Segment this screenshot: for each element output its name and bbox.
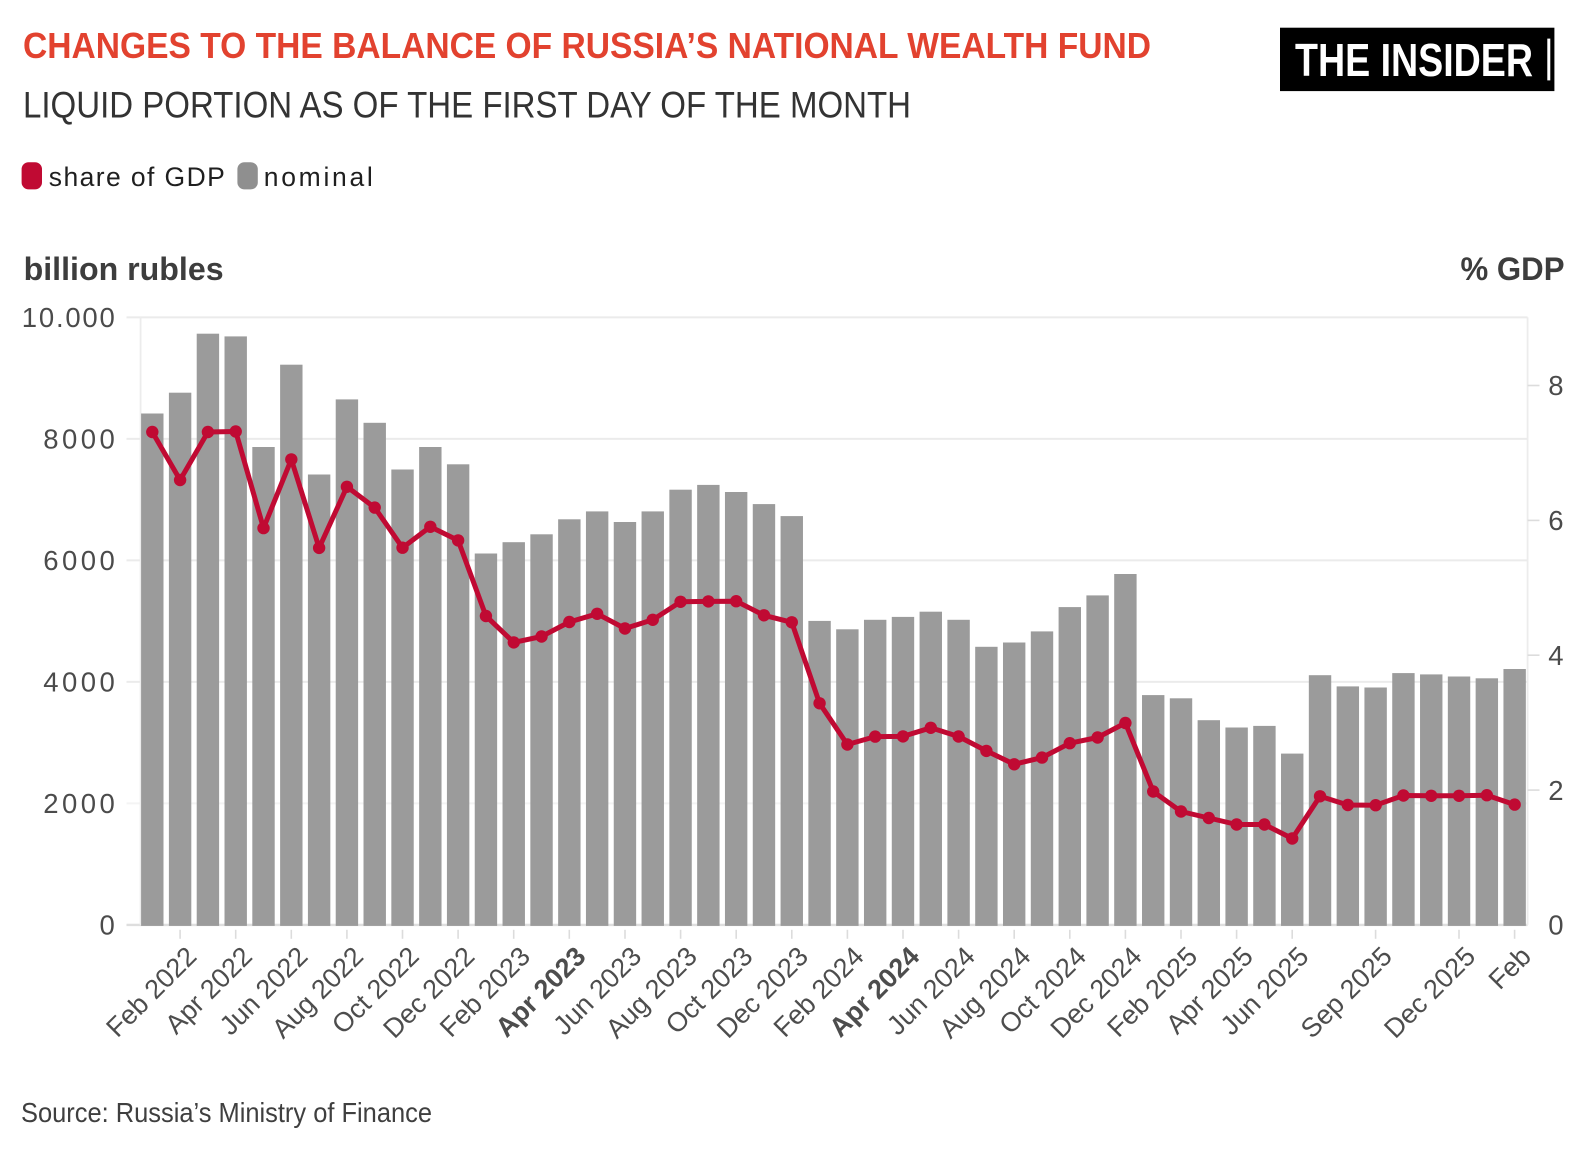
svg-text:% GDP: % GDP (1461, 251, 1565, 287)
svg-text:billion rubles: billion rubles (24, 251, 224, 287)
svg-text:8: 8 (1548, 370, 1563, 401)
svg-text:nominal: nominal (264, 162, 373, 192)
svg-text:share of GDP: share of GDP (49, 162, 225, 192)
svg-text:LIQUID PORTION AS OF THE FIRST: LIQUID PORTION AS OF THE FIRST DAY OF TH… (23, 85, 911, 126)
svg-text:Source: Russia’s Ministry of F: Source: Russia’s Ministry of Finance (21, 1097, 432, 1128)
svg-text:10.000: 10.000 (22, 302, 115, 333)
svg-text:THE INSIDER: THE INSIDER (1295, 34, 1533, 86)
svg-text:0: 0 (1548, 910, 1563, 941)
svg-text:4: 4 (1548, 640, 1563, 671)
svg-text:CHANGES TO THE BALANCE OF RUSS: CHANGES TO THE BALANCE OF RUSSIA’S NATIO… (23, 25, 1151, 66)
svg-text:0: 0 (100, 910, 115, 941)
svg-text:2: 2 (1548, 775, 1563, 806)
svg-text:6: 6 (1548, 505, 1563, 536)
